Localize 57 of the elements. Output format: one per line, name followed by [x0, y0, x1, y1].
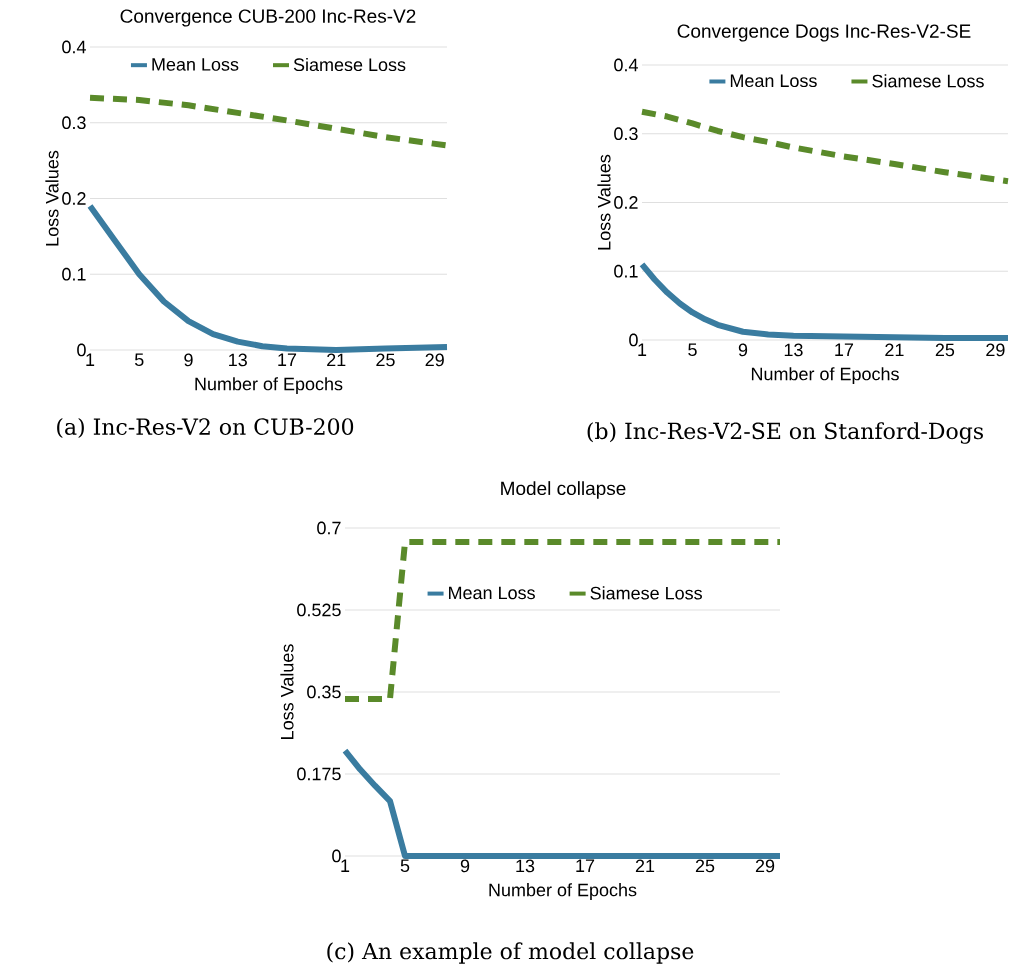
x-tick-label: 29 — [425, 353, 444, 367]
y-tick-label: 0.7 — [317, 521, 341, 535]
y-tick-label: 0 — [332, 849, 341, 863]
y-axis-title: Loss Values — [45, 150, 59, 246]
x-tick-label: 17 — [835, 343, 854, 356]
x-tick-label: 29 — [986, 343, 1005, 357]
y-tick-label: 0 — [77, 343, 86, 357]
y-tick-label: 0.1 — [62, 267, 86, 281]
chart-title: Convergence CUB-200 Inc-Res-V2 — [120, 9, 416, 27]
y-axis-title: Loss Values — [597, 154, 611, 250]
y-tick-label: 0.525 — [297, 603, 341, 617]
x-tick-label: 25 — [935, 343, 955, 357]
y-tick-label: 0.3 — [614, 127, 638, 141]
y-tick-label: 0.2 — [62, 192, 86, 205]
x-tick-label: 17 — [278, 353, 297, 366]
x-tick-label: 5 — [688, 343, 697, 357]
x-tick-label: 1 — [341, 859, 350, 872]
x-tick-label: 25 — [376, 353, 395, 367]
y-tick-label: 0.1 — [614, 264, 638, 278]
x-tick-label: 25 — [695, 859, 715, 873]
chart-title: Convergence Dogs Inc-Res-V2-SE — [677, 24, 971, 42]
x-axis-title: Number of Epochs — [195, 377, 343, 394]
x-tick-label: 13 — [784, 343, 803, 357]
chart-title: Model collapse — [501, 481, 626, 499]
text: (a) Inc-Res-V2 on CUB-200 — [57, 417, 354, 439]
x-tick-label: 1 — [638, 343, 647, 356]
x-tick-label: 13 — [229, 353, 247, 367]
y-tick-label: 0.35 — [307, 685, 341, 699]
x-tick-label: 9 — [460, 859, 470, 873]
legend-label: Siamese Loss — [293, 57, 406, 72]
legend-label: Mean Loss — [449, 586, 535, 600]
legend-label: Siamese Loss — [872, 74, 984, 88]
y-axis-title: Loss Values — [280, 644, 294, 739]
x-tick-label: 5 — [400, 859, 410, 873]
legend-label: Mean Loss — [152, 58, 239, 71]
x-tick-label: 5 — [134, 353, 144, 367]
x-tick-label: 29 — [755, 859, 775, 873]
x-tick-label: 17 — [576, 859, 595, 872]
x-tick-label: 21 — [885, 343, 904, 357]
legend-label: Mean Loss — [730, 74, 817, 88]
y-tick-label: 0.2 — [614, 196, 638, 209]
x-axis-title: Number of Epochs — [489, 883, 637, 900]
x-tick-label: 13 — [516, 859, 535, 873]
x-tick-label: 9 — [184, 353, 193, 367]
text: (c) An example of model collapse — [327, 942, 694, 964]
y-tick-label: 0 — [629, 333, 638, 347]
y-tick-label: 0.4 — [62, 40, 86, 54]
y-tick-label: 0.3 — [62, 116, 86, 130]
legend-label: Siamese Loss — [590, 586, 702, 600]
x-tick-label: 1 — [86, 353, 95, 366]
y-tick-label: 0.175 — [297, 767, 341, 781]
x-tick-label: 21 — [327, 353, 346, 367]
x-tick-label: 21 — [635, 859, 655, 873]
x-tick-label: 9 — [738, 343, 748, 357]
x-axis-title: Number of Epochs — [751, 367, 899, 384]
text: (b) Inc-Res-V2-SE on Stanford-Dogs — [587, 422, 983, 444]
y-tick-label: 0.4 — [614, 58, 638, 72]
